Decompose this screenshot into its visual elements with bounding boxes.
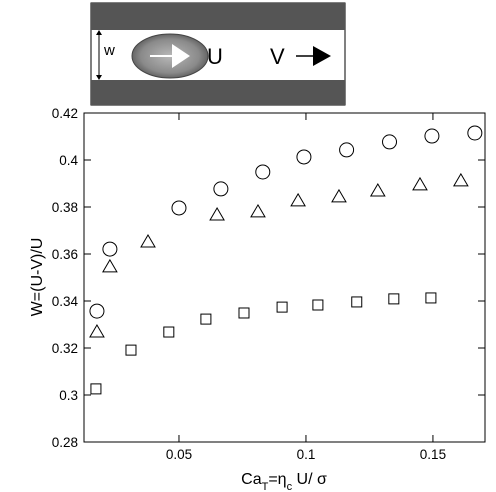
circle-marker <box>467 125 483 141</box>
square-marker <box>351 296 363 308</box>
triangle-marker <box>412 176 428 191</box>
y-tick-label: 0.3 <box>59 388 78 403</box>
x-axis-label: CaT=ηc U/ σ <box>241 471 327 492</box>
square-marker <box>200 313 212 325</box>
width-arrowhead <box>96 75 102 80</box>
triangle-marker <box>102 258 118 273</box>
circle-marker <box>382 134 398 150</box>
circle-marker <box>102 241 118 257</box>
triangle-marker <box>290 192 306 207</box>
width-arrowhead <box>96 30 102 35</box>
fluid-arrowhead <box>313 46 331 66</box>
inset-diagram: w U V <box>90 2 346 106</box>
triangle-marker <box>250 203 266 218</box>
bubble-arrowhead <box>172 44 190 68</box>
x-label-subscript: T <box>262 481 269 492</box>
y-tick-label: 0.34 <box>52 294 79 309</box>
triangle-marker <box>331 188 347 203</box>
x-tick-label: 0.1 <box>297 447 316 462</box>
x-label-subscript: c <box>287 481 293 492</box>
width-label: w <box>103 42 115 59</box>
triangle-marker <box>89 324 105 338</box>
square-marker <box>125 344 137 356</box>
circle-marker <box>296 149 312 165</box>
square-marker <box>163 326 175 338</box>
circle-marker <box>255 164 271 180</box>
circle-marker <box>213 181 229 197</box>
x-label-part: =η <box>268 471 286 488</box>
y-tick-label: 0.42 <box>52 106 78 121</box>
circle-marker <box>339 142 355 158</box>
square-marker <box>425 292 437 304</box>
triangle-marker <box>453 172 469 187</box>
wall-bottom <box>91 80 345 105</box>
square-marker <box>276 301 288 313</box>
circle-marker <box>171 200 187 216</box>
circle-marker <box>424 128 440 144</box>
x-label-part: Ca <box>241 471 262 488</box>
plot-frame <box>83 112 486 443</box>
y-tick-label: 0.38 <box>52 200 78 215</box>
triangle-marker <box>209 206 225 221</box>
x-tick-label: 0.15 <box>420 447 446 462</box>
y-tick-label: 0.36 <box>52 247 78 262</box>
y-axis-label: W=(U-V)/U <box>29 238 46 317</box>
square-marker <box>312 299 324 311</box>
bubble-velocity-label: U <box>207 44 223 69</box>
square-marker <box>90 383 102 395</box>
y-tick-label: 0.4 <box>59 153 78 168</box>
y-tick-label: 0.28 <box>52 435 78 450</box>
x-tick-label: 0.05 <box>166 447 192 462</box>
triangle-marker <box>140 234 156 248</box>
circle-marker <box>89 303 105 319</box>
x-label-part: U/ σ <box>292 471 327 488</box>
wall-top <box>91 3 345 30</box>
y-tick-label: 0.32 <box>52 341 78 356</box>
fluid-velocity-label: V <box>270 44 285 69</box>
square-marker <box>388 293 400 305</box>
triangle-marker <box>369 183 386 197</box>
square-marker <box>238 307 250 319</box>
